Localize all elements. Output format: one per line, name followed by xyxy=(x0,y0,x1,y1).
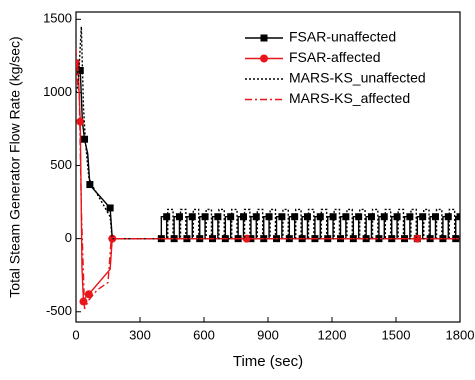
marker xyxy=(419,213,427,221)
marker xyxy=(201,213,209,221)
y-axis-title: Total Steam Generator Flow Rate (kg/sec) xyxy=(7,36,23,297)
marker xyxy=(163,213,171,221)
y-tick-label: -500 xyxy=(46,303,72,318)
x-tick-label: 300 xyxy=(129,327,151,342)
marker xyxy=(76,66,84,74)
x-tick-label: 1500 xyxy=(382,327,411,342)
plot-area xyxy=(76,26,460,310)
series-line xyxy=(76,62,460,302)
marker xyxy=(367,213,375,221)
marker xyxy=(239,213,247,221)
legend-label: FSAR-affected xyxy=(289,49,381,65)
marker xyxy=(380,213,388,221)
marker xyxy=(456,213,460,221)
marker xyxy=(86,181,94,189)
marker xyxy=(214,213,222,221)
x-tick-label: 0 xyxy=(72,327,79,342)
marker xyxy=(260,34,268,42)
legend-label: MARS-KS_unaffected xyxy=(289,70,426,86)
marker xyxy=(265,213,273,221)
marker xyxy=(342,213,350,221)
marker xyxy=(278,213,286,221)
marker xyxy=(106,204,114,212)
x-tick-label: 1800 xyxy=(446,327,475,342)
legend-label: FSAR-unaffected xyxy=(289,29,396,45)
marker xyxy=(291,213,299,221)
legend-label: MARS-KS_affected xyxy=(289,90,410,106)
marker xyxy=(431,213,439,221)
marker xyxy=(79,297,88,306)
marker xyxy=(252,213,260,221)
marker xyxy=(175,213,183,221)
marker xyxy=(316,213,324,221)
marker xyxy=(393,213,401,221)
series-line xyxy=(76,48,460,310)
marker xyxy=(188,213,196,221)
x-tick-label: 600 xyxy=(193,327,215,342)
marker xyxy=(260,54,268,63)
y-tick-label: 0 xyxy=(65,230,72,245)
marker xyxy=(81,135,89,143)
y-tick-label: 1000 xyxy=(43,84,72,99)
marker xyxy=(84,290,93,299)
marker xyxy=(355,213,363,221)
x-tick-label: 900 xyxy=(257,327,279,342)
marker xyxy=(303,213,311,221)
marker xyxy=(406,213,414,221)
marker xyxy=(76,117,85,126)
x-axis-title: Time (sec) xyxy=(233,353,303,370)
marker xyxy=(227,213,235,221)
marker xyxy=(444,213,452,221)
y-tick-label: 500 xyxy=(50,157,72,172)
x-tick-label: 1200 xyxy=(318,327,347,342)
marker xyxy=(329,213,337,221)
y-tick-label: 1500 xyxy=(43,11,72,26)
